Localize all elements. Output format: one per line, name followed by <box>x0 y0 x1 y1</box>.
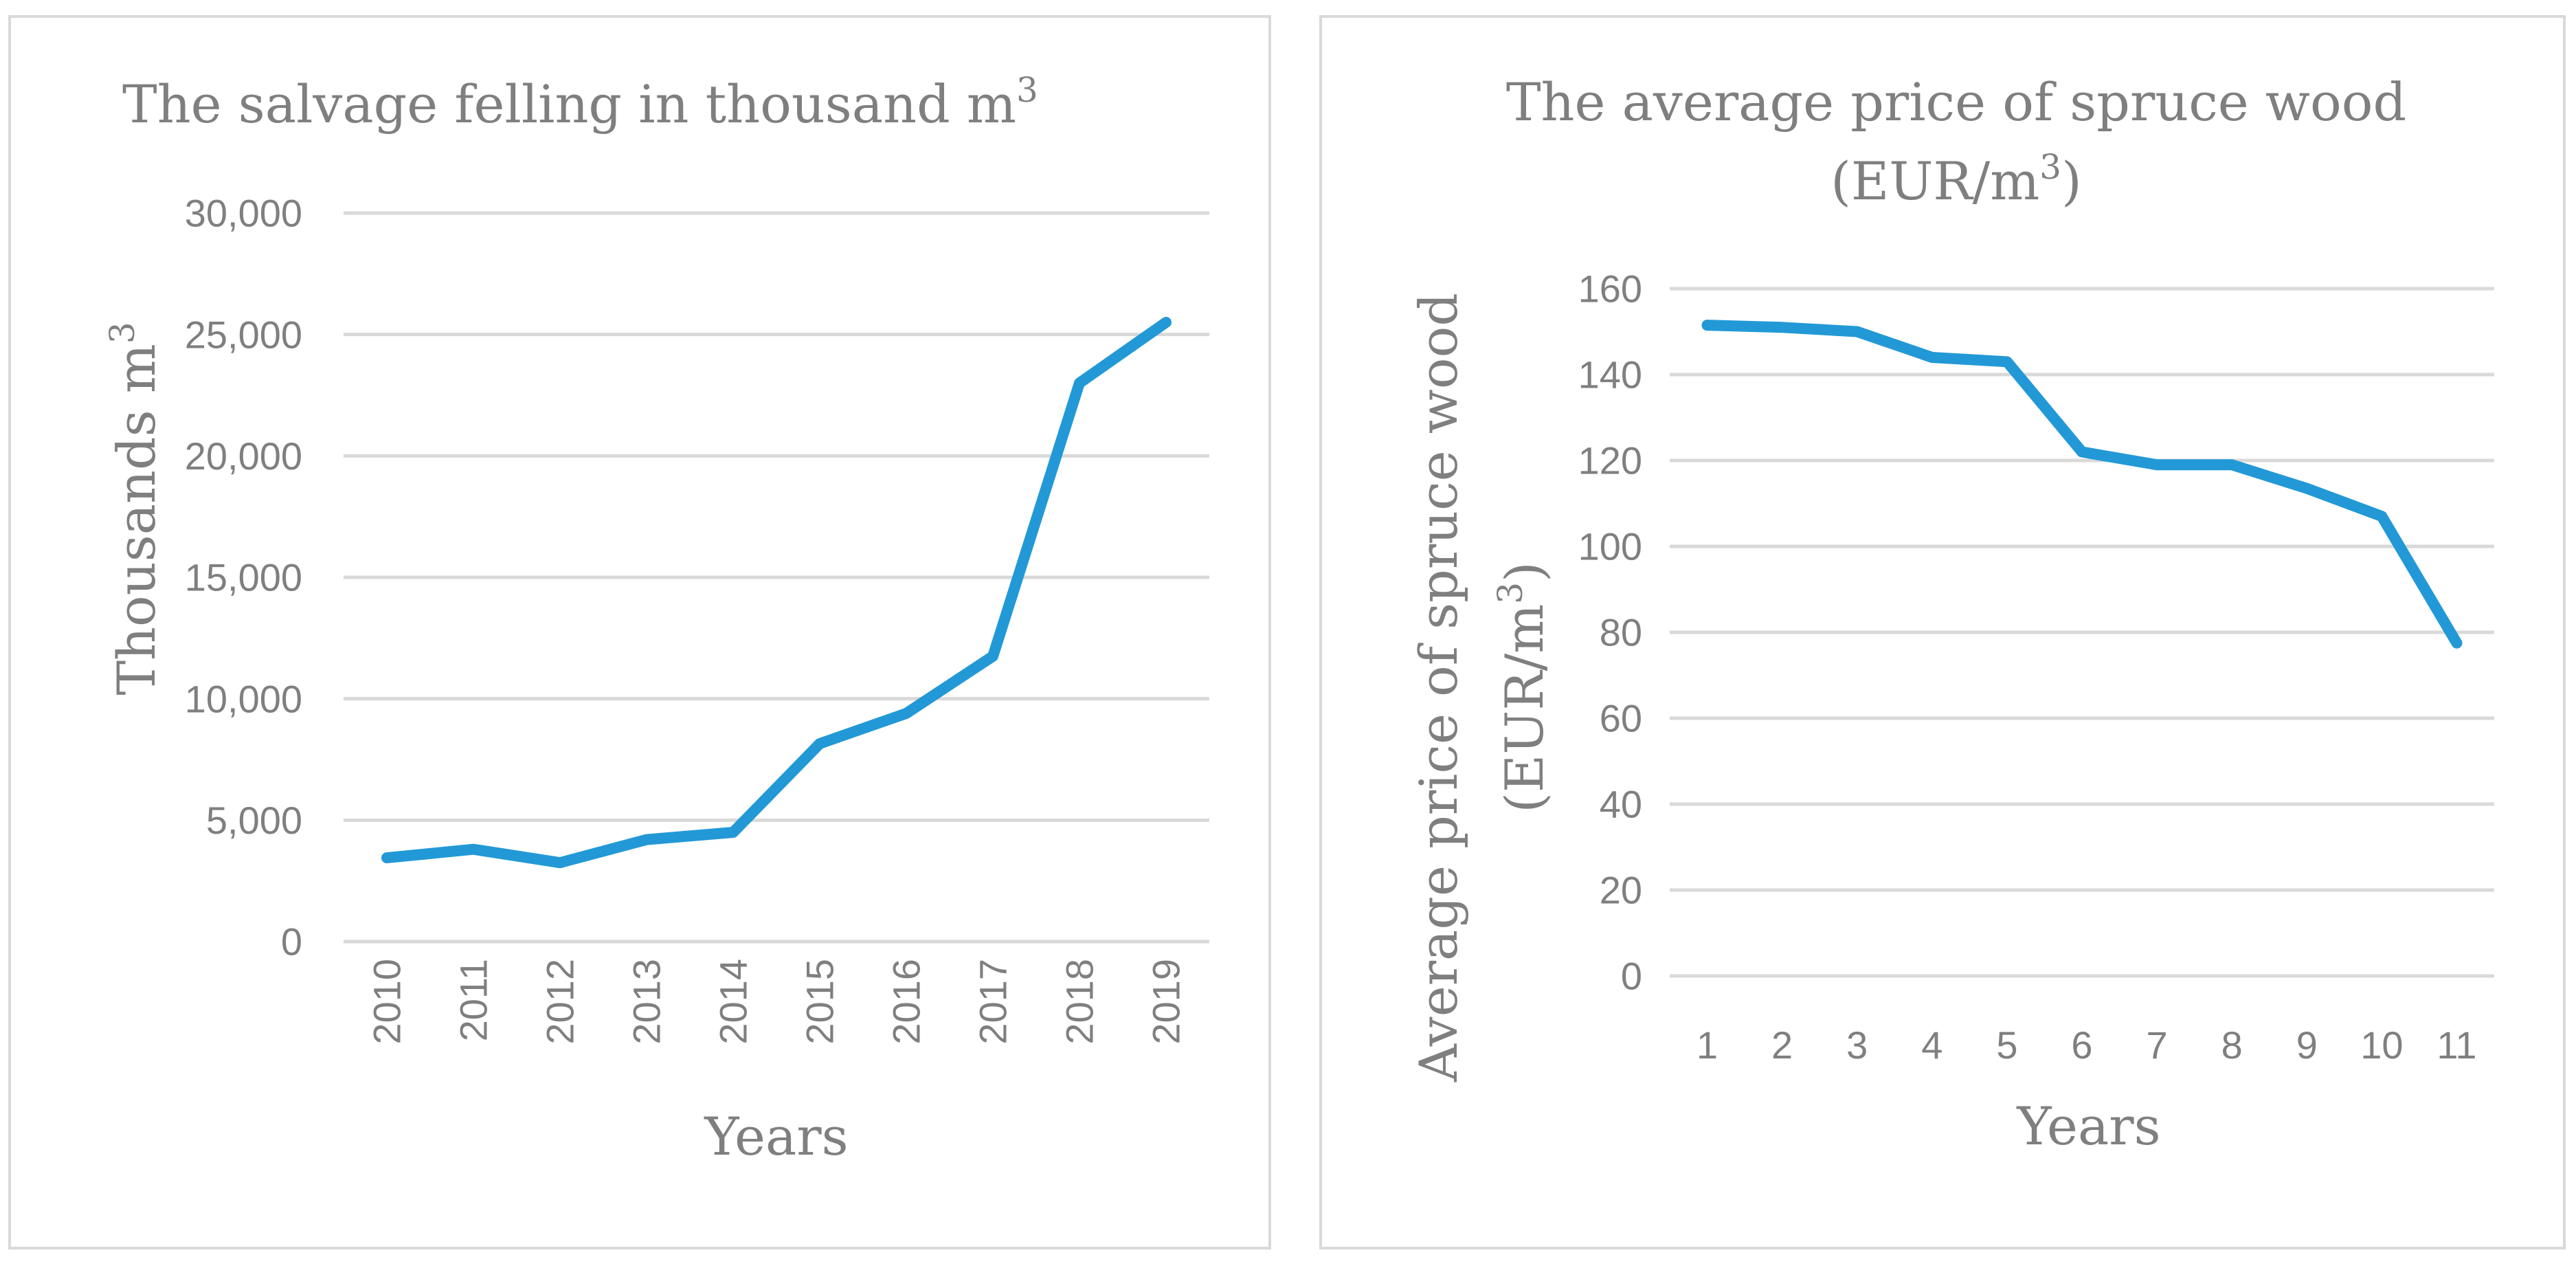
chart1-x-tick-label: 2017 <box>972 959 1015 1045</box>
chart1-y-tick-label: 30,000 <box>185 192 302 235</box>
chart2-x-tick-label: 2 <box>1771 1023 1793 1067</box>
chart1-y-axis-title: Thousands m3 <box>102 322 167 695</box>
chart1-gridlines <box>344 211 1209 944</box>
chart2-y-tick-label: 140 <box>1578 353 1642 397</box>
chart2-x-tick-label: 11 <box>2437 1023 2476 1067</box>
chart1-x-tick-label: 2012 <box>539 959 582 1045</box>
chart2-y-axis-title-superscript: 3 <box>1490 582 1530 604</box>
chart1-y-tick-label: 15,000 <box>185 556 302 599</box>
chart2-x-axis-title: Years <box>2016 1096 2160 1157</box>
chart1-title-superscript: 3 <box>1016 70 1038 110</box>
chart2-y-tick-label: 20 <box>1600 869 1642 912</box>
chart2-series-line <box>1701 320 2463 649</box>
chart1-y-tick-label: 20,000 <box>185 434 302 478</box>
chart1-y-tick-label: 0 <box>281 920 302 964</box>
chart2-x-tick-labels: 1 2 3 4 5 6 7 8 9 10 11 <box>1696 1023 2477 1067</box>
chart2-x-tick-label: 3 <box>1846 1023 1868 1067</box>
chart1-x-tick-label: 2018 <box>1058 959 1101 1045</box>
chart2-y-tick-label: 60 <box>1600 697 1642 740</box>
chart2-title-line1: The average price of spruce wood <box>1506 71 2406 133</box>
chart1-y-tick-label: 5,000 <box>206 799 302 842</box>
chart2-gridlines <box>1670 287 2494 978</box>
chart-panel-salvage <box>8 15 1271 1250</box>
chart1-x-axis-title: Years <box>704 1106 848 1167</box>
chart2-title-superscript: 3 <box>2039 147 2061 187</box>
chart1-x-tick-label: 2015 <box>798 959 842 1045</box>
chart2-x-tick-label: 9 <box>2296 1023 2318 1067</box>
chart2-y-axis-title-line1: Average price of spruce wood <box>1408 293 1469 1082</box>
chart2-x-tick-label: 5 <box>1996 1023 2017 1067</box>
chart2-y-axis-title-line2: (EUR/m3) <box>1490 562 1555 813</box>
chart2-y-tick-label: 120 <box>1578 439 1642 482</box>
chart2-x-tick-label: 1 <box>1696 1023 1718 1067</box>
chart2-x-tick-label: 10 <box>2360 1023 2403 1067</box>
chart1-title: The salvage felling in thousand m3 <box>122 70 1038 135</box>
chart1-x-tick-label: 2014 <box>712 959 755 1045</box>
chart2-y-tick-label: 160 <box>1578 267 1642 311</box>
chart2-y-tick-label: 0 <box>1621 955 1642 998</box>
chart2-x-tick-label: 7 <box>2147 1023 2168 1067</box>
chart1-x-tick-label: 2011 <box>452 959 495 1041</box>
chart2-y-tick-labels: 0 20 40 60 80 100 120 140 160 <box>1578 267 1642 998</box>
chart2-y-tick-label: 80 <box>1600 611 1642 654</box>
chart1-x-tick-label: 2010 <box>366 959 409 1045</box>
chart1-x-tick-label: 2019 <box>1145 959 1188 1045</box>
chart1-x-tick-label: 2016 <box>885 959 928 1045</box>
chart2-title-line2: (EUR/m3) <box>1830 147 2082 212</box>
chart1-y-tick-label: 25,000 <box>185 313 302 356</box>
chart2-y-tick-label: 40 <box>1600 783 1642 826</box>
chart1-y-tick-labels: 0 5,000 10,000 15,000 20,000 25,000 30,000 <box>185 192 302 964</box>
chart1-y-axis-title-superscript: 3 <box>102 322 142 344</box>
chart2-x-tick-label: 6 <box>2071 1023 2092 1067</box>
chart1-y-tick-label: 10,000 <box>185 677 302 720</box>
chart1-series-line <box>381 317 1172 869</box>
chart1-x-tick-labels: 2010 2011 2012 2013 2014 2015 2016 2017 2018 2019 <box>366 959 1188 1045</box>
chart2-x-tick-label: 4 <box>1921 1023 1942 1067</box>
chart2-x-tick-label: 8 <box>2221 1023 2243 1067</box>
chart1-x-tick-label: 2013 <box>625 959 669 1045</box>
chart2-y-tick-label: 100 <box>1578 525 1642 568</box>
